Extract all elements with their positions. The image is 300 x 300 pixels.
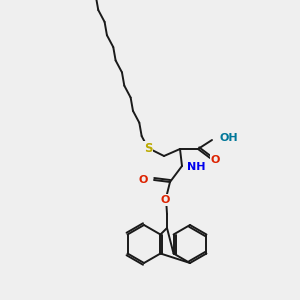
Text: O: O	[160, 195, 170, 205]
Text: NH: NH	[187, 162, 206, 172]
Text: OH: OH	[220, 133, 239, 143]
Text: O: O	[139, 175, 148, 185]
Text: S: S	[144, 142, 152, 154]
Text: O: O	[210, 155, 220, 165]
